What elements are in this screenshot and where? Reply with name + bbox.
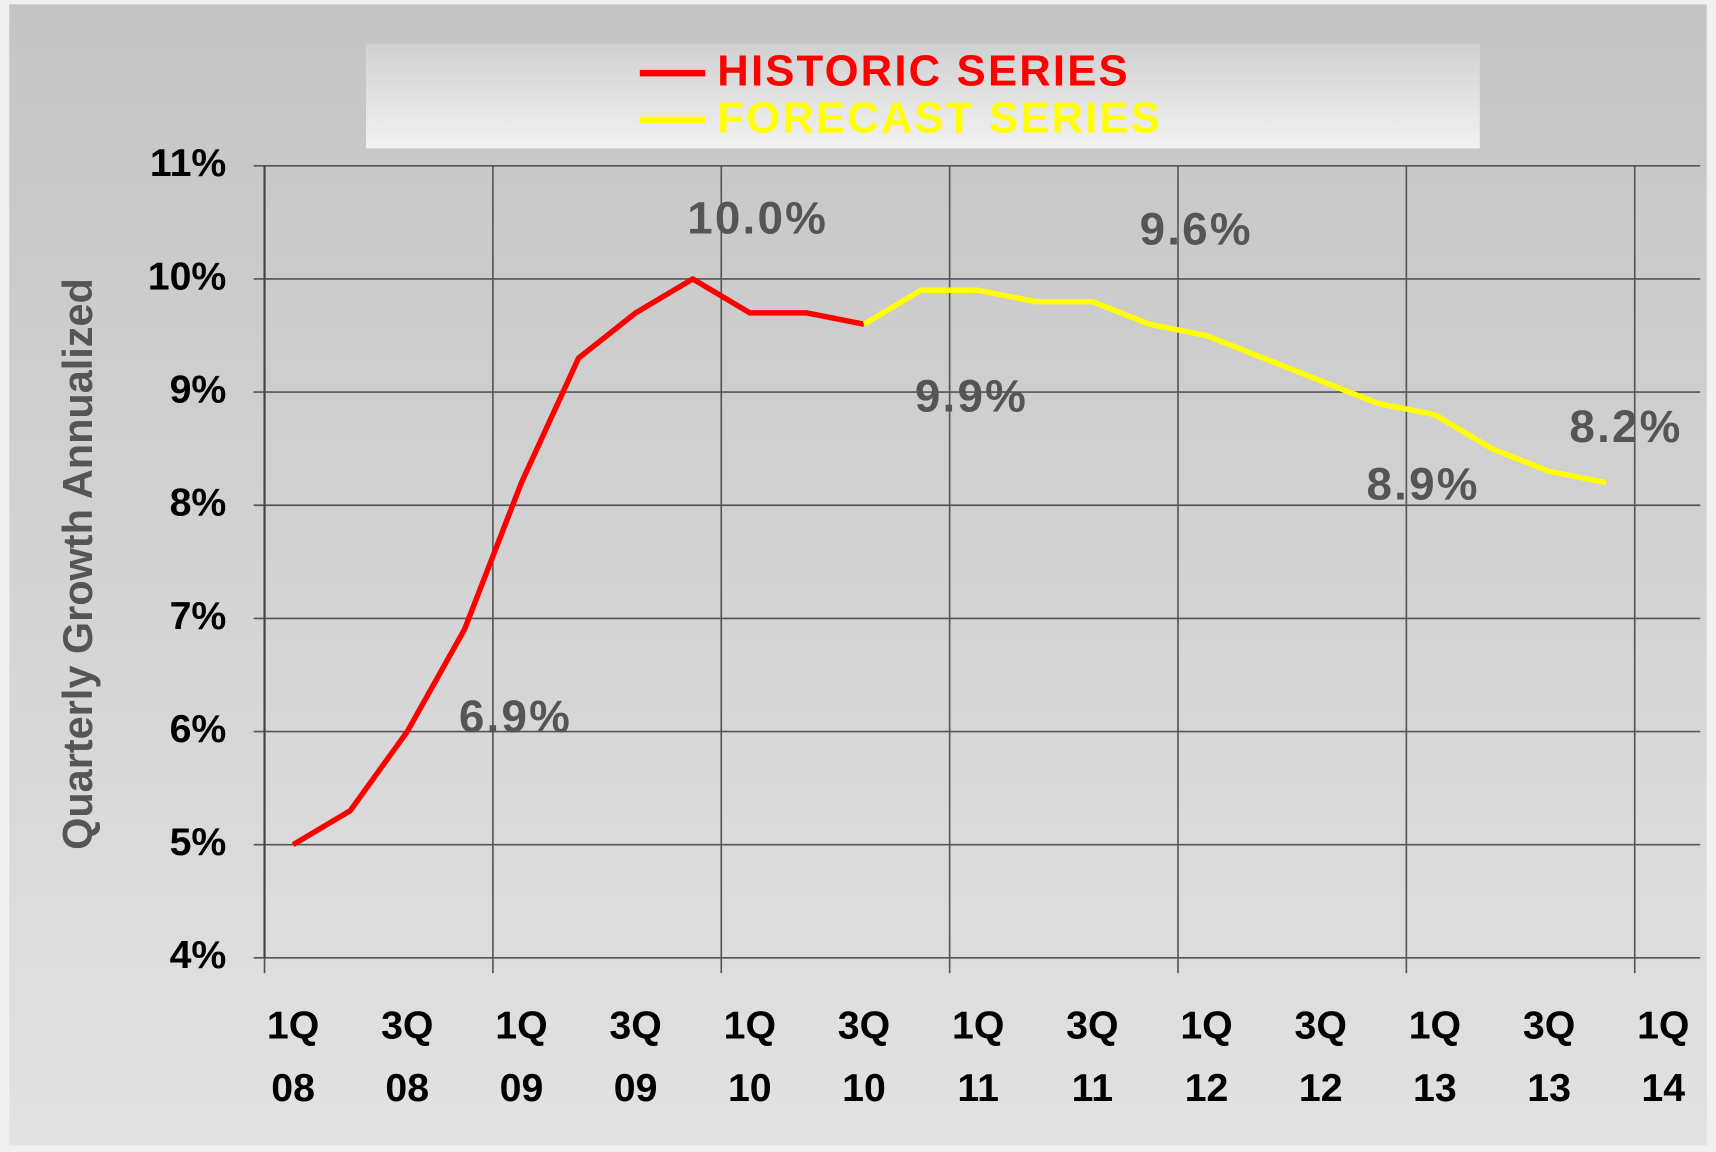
x-tick-label: 3Q 12 bbox=[1295, 1004, 1347, 1110]
x-tick-label: 1Q 14 bbox=[1637, 1004, 1689, 1110]
background bbox=[9, 4, 1707, 1146]
annotation: 10.0% bbox=[687, 193, 828, 244]
x-tick-label: 1Q 13 bbox=[1409, 1004, 1461, 1110]
annotation: 9.6% bbox=[1140, 203, 1253, 254]
x-tick-label: 3Q 11 bbox=[1066, 1004, 1118, 1110]
y-tick-label: 7% bbox=[170, 594, 227, 638]
legend-label: FORECAST SERIES bbox=[717, 95, 1162, 143]
x-tick-label: 1Q 08 bbox=[267, 1004, 319, 1110]
legend-box bbox=[366, 43, 1480, 149]
x-tick-label: 1Q 10 bbox=[724, 1004, 776, 1110]
y-tick-label: 5% bbox=[170, 820, 227, 864]
y-axis-label: Quarterly Growth Annualized bbox=[54, 278, 101, 850]
legend-label: HISTORIC SERIES bbox=[717, 48, 1130, 96]
y-tick-label: 9% bbox=[170, 367, 227, 411]
x-tick-label: 1Q 09 bbox=[495, 1004, 547, 1110]
y-tick-label: 8% bbox=[170, 481, 227, 525]
y-tick-label: 4% bbox=[170, 933, 227, 977]
x-tick-label: 3Q 08 bbox=[381, 1004, 433, 1110]
x-tick-label: 1Q 12 bbox=[1180, 1004, 1232, 1110]
x-tick-label: 1Q 11 bbox=[952, 1004, 1004, 1110]
y-tick-label: 6% bbox=[170, 707, 227, 751]
annotation: 8.2% bbox=[1569, 401, 1682, 452]
annotation: 6.9% bbox=[459, 691, 572, 742]
series-line bbox=[862, 287, 1607, 486]
y-tick-label: 11% bbox=[150, 141, 226, 185]
annotation: 9.9% bbox=[915, 370, 1028, 421]
x-tick-label: 3Q 10 bbox=[838, 1004, 890, 1110]
x-tick-label: 3Q 13 bbox=[1523, 1004, 1575, 1110]
series-line bbox=[291, 276, 865, 848]
y-tick-label: 10% bbox=[148, 254, 227, 298]
x-tick-label: 3Q 09 bbox=[609, 1004, 661, 1110]
annotation: 8.9% bbox=[1367, 459, 1480, 510]
